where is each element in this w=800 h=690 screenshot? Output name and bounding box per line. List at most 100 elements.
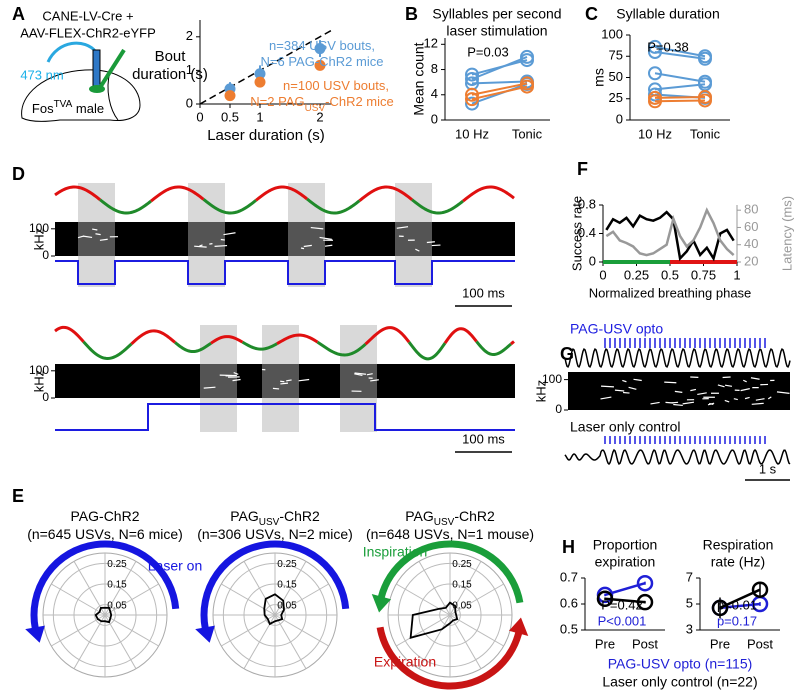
panel-label: A [12, 4, 25, 24]
y-axis-label: duration (s) [132, 66, 208, 83]
syllable [354, 372, 367, 375]
y-tick-label: 0.7 [560, 569, 578, 584]
y-axis-label: ms [591, 68, 607, 87]
laser-trace [55, 403, 515, 431]
syllable [232, 378, 241, 382]
y2-axis-label: Latency (ms) [779, 196, 794, 271]
panel-label: F [577, 159, 588, 179]
syllable [92, 228, 98, 231]
chart-title: PAGUSV-ChR2 [405, 508, 495, 528]
y-tick-label: 12 [424, 36, 438, 51]
mouse-label: FosTVA male [32, 99, 104, 116]
point [465, 67, 479, 82]
syllable [95, 233, 101, 236]
syllable [272, 387, 280, 390]
point [465, 96, 479, 111]
syllable [628, 386, 637, 390]
y-tick-label: 100 [601, 26, 623, 41]
syllable [623, 391, 630, 394]
syllable [233, 371, 239, 375]
y-tick-label: 0.8 [578, 196, 596, 211]
spectrogram [55, 364, 515, 398]
chart-title: Proportion [593, 537, 658, 553]
breathing-trace [99, 197, 464, 215]
syllable [280, 382, 289, 385]
syllable [743, 379, 747, 383]
x-tick-label: 10 Hz [455, 126, 489, 141]
syllable [767, 396, 772, 400]
control-label: Laser only control [570, 419, 681, 435]
y-tick-label: 0 [431, 111, 438, 126]
y-tick-label: 7 [686, 569, 693, 584]
point [636, 574, 654, 592]
x-tick-label: Post [632, 636, 658, 651]
syllable [622, 379, 627, 383]
annotation: n=384 USV bouts, [269, 38, 375, 53]
pair-line [471, 82, 528, 96]
electrode [99, 48, 126, 88]
point [520, 79, 534, 94]
syllable [286, 379, 292, 382]
breathing-trace [54, 185, 515, 203]
label-part: N=2 PAG [250, 94, 304, 109]
y-tick-label: 0.5 [560, 621, 578, 636]
annotation: P=0.42 [601, 597, 643, 612]
label-part: USV [305, 103, 326, 114]
opto-label: PAG-USV opto [570, 321, 663, 337]
syllable [324, 244, 333, 247]
y2-tick-label: 20 [744, 253, 758, 268]
syllable [225, 374, 237, 377]
polar-ring [222, 562, 328, 668]
phase-arc [30, 540, 180, 630]
laser-trace [55, 260, 515, 285]
arrow-head [25, 625, 45, 643]
syllable [214, 244, 228, 247]
injection-site [89, 85, 105, 93]
label-part: Fos [32, 101, 54, 116]
chart-title: Respiration [703, 537, 774, 553]
scale-bar-label: 1 s [759, 461, 777, 476]
x-tick-label: 0.5 [661, 267, 679, 282]
series-line [605, 207, 735, 257]
x-axis-label: Normalized breathing phase [589, 285, 752, 300]
syllable [300, 247, 305, 250]
y-tick-label: 0 [42, 390, 49, 404]
r-tick-label: 0.25 [277, 559, 297, 570]
arrow-head [371, 594, 392, 613]
r-tick-label: 0.15 [107, 580, 127, 591]
arrow-head [508, 617, 529, 636]
breathing-trace [564, 347, 791, 369]
syllable [99, 238, 108, 241]
y-axis-label: kHz [31, 370, 46, 392]
y-tick-label: 0.6 [560, 595, 578, 610]
breathing-trace [564, 448, 791, 466]
polar-ring [439, 604, 461, 626]
point [520, 49, 534, 64]
point [711, 599, 729, 617]
y-tick-label: 1 [186, 62, 193, 77]
x-tick-label: 0 [196, 109, 203, 124]
point [698, 51, 712, 66]
y-tick-label: 4 [431, 86, 438, 101]
point [648, 45, 662, 59]
label-part: (n=645 USVs, N=6 mice) [27, 526, 183, 542]
point [698, 93, 712, 108]
phase-arc [377, 540, 524, 604]
syllable [203, 386, 216, 389]
annotation: N=6 PAG-ChR2 mice [261, 54, 384, 69]
x-tick-label: 1 [733, 267, 740, 282]
syllable [674, 390, 683, 393]
label-part: n=384 USV bouts, [269, 38, 375, 53]
syllable [354, 373, 363, 377]
legend-text: Laser only control (n=22) [602, 674, 757, 690]
scale-bar-label: 100 ms [462, 285, 505, 300]
label-part: PAG-ChR2 [71, 508, 140, 524]
y-tick-label: 0 [589, 253, 596, 268]
chart-title: PAG-ChR2 [71, 508, 140, 524]
point [465, 92, 479, 107]
polar-trace [94, 606, 113, 624]
label-part: USV [434, 517, 455, 528]
y-tick-label: 0 [186, 95, 193, 110]
syllable [733, 398, 738, 401]
